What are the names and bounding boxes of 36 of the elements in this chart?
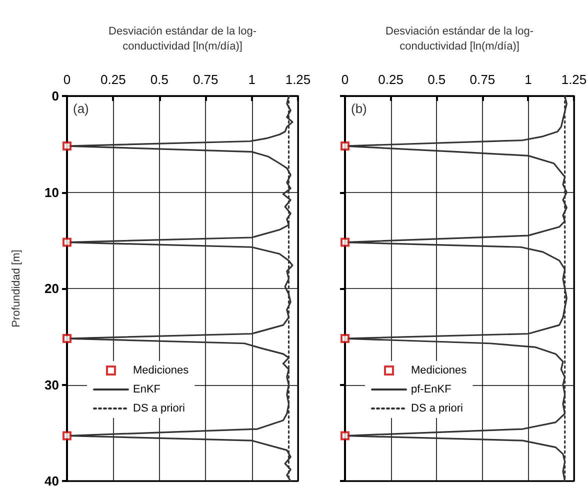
point — [62, 334, 72, 344]
x-tick-label: 0.5 — [428, 72, 446, 87]
legend-label: Mediciones — [411, 364, 468, 376]
legend-label: Mediciones — [133, 364, 190, 376]
legend-label: DS a priori — [133, 402, 185, 414]
y-tick-label: 10 — [44, 184, 59, 200]
point — [340, 142, 350, 151]
x-tick-label: 0 — [341, 72, 349, 87]
legend-label: DS a priori — [411, 402, 463, 414]
y-axis-title: Profundidad [m] — [10, 250, 22, 328]
point — [340, 334, 350, 344]
x-tick-label: 1.25 — [561, 72, 587, 87]
point — [340, 238, 350, 247]
x-tick-label: 0 — [63, 72, 71, 87]
annotation: (b) — [351, 101, 367, 116]
y-tick-label: 20 — [44, 281, 59, 296]
point — [62, 238, 72, 247]
x-tick-label: 0.75 — [192, 72, 218, 87]
point — [340, 431, 350, 440]
x-tick-label: 0.25 — [378, 72, 404, 87]
point — [62, 431, 72, 440]
x-tick-label: 1 — [248, 72, 256, 87]
legend-label: EnKF — [133, 384, 161, 396]
y-tick-label: 40 — [44, 474, 59, 486]
x-tick-label: 1.25 — [285, 72, 311, 87]
x-axis-title: Desviación estándar de la log- conductividad [ln(m/día)] — [108, 26, 257, 52]
x-axis-title: Desviación estándar de la log- conductividad [ln(m/día)] — [386, 26, 534, 52]
x-tick-label: 0.75 — [470, 72, 496, 87]
legend-label: pf-EnKF — [411, 384, 452, 396]
x-tick-label: 1 — [524, 72, 532, 87]
x-tick-label: 0.25 — [100, 72, 126, 87]
annotation: (a) — [73, 101, 89, 116]
y-tick-label: 0 — [52, 88, 59, 104]
x-tick-label: 0.5 — [150, 72, 168, 87]
y-tick-label: 30 — [44, 377, 59, 392]
point — [62, 142, 72, 151]
